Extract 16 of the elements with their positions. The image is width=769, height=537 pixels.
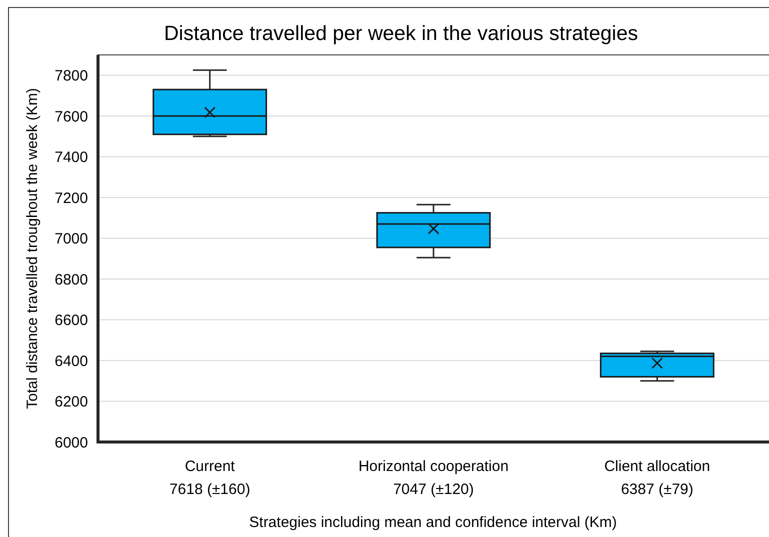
x-tick-label: Current 7618 (±160) (169, 458, 250, 498)
y-tick-label: 7200 (54, 190, 88, 207)
y-tick-label: 7800 (54, 68, 88, 85)
y-tick-label: 6200 (54, 394, 88, 411)
y-tick-label: 6600 (54, 312, 88, 330)
chart-title: Distance travelled per week in the various strategies (164, 22, 638, 45)
y-axis-title: Total distance travelled troughout the week (Km) (24, 88, 41, 409)
y-tick-label: 7600 (54, 108, 88, 126)
x-tick-label: Horizontal cooperation 7047 (±120) (358, 458, 509, 498)
y-tick-label: 7000 (54, 230, 88, 248)
x-axis-title: Strategies including mean and confidence interval (Km) (249, 514, 617, 531)
y-tick-label: 6400 (54, 352, 88, 370)
y-tick-label: 7400 (54, 149, 88, 166)
y-tick-label: 6000 (54, 434, 88, 452)
x-tick-label: Client allocation 6387 (±79) (604, 458, 710, 498)
y-tick-label: 6800 (54, 271, 88, 288)
